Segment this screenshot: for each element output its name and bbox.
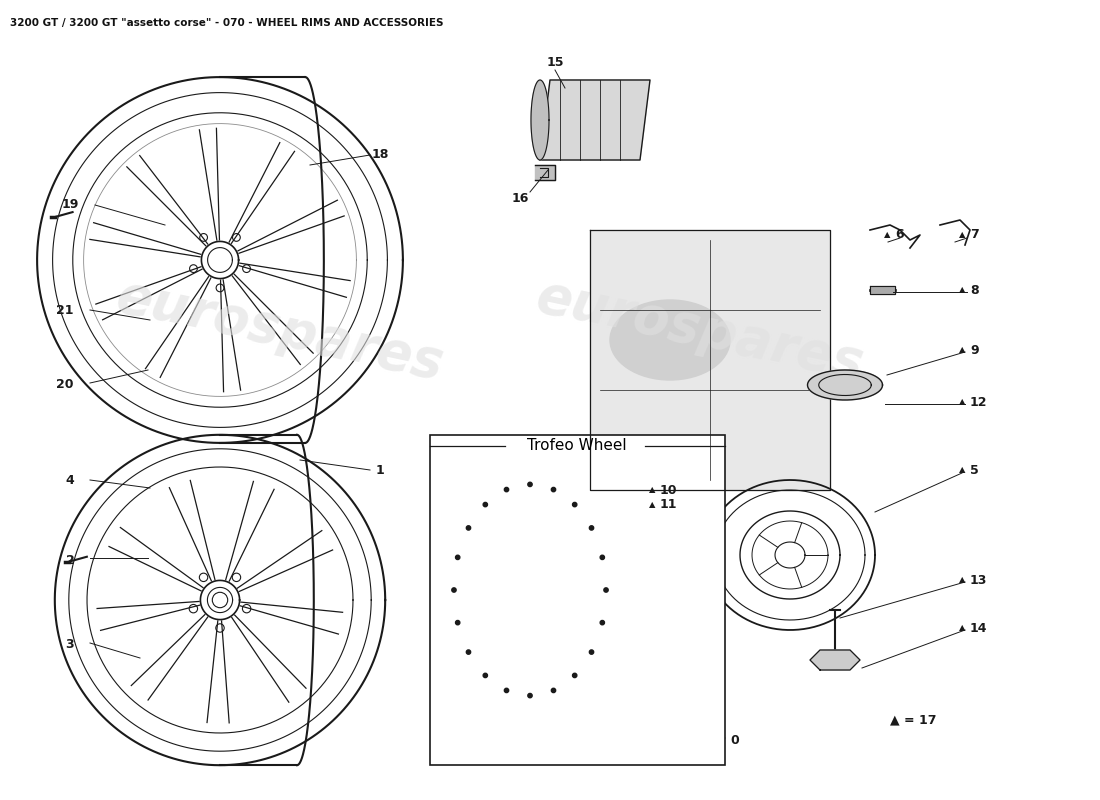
Circle shape bbox=[604, 588, 608, 592]
Text: 6: 6 bbox=[895, 229, 903, 242]
Circle shape bbox=[483, 674, 487, 678]
Text: 3: 3 bbox=[66, 638, 75, 651]
Circle shape bbox=[504, 487, 508, 492]
Polygon shape bbox=[535, 165, 556, 180]
Text: 19: 19 bbox=[62, 198, 79, 211]
Text: ▲: ▲ bbox=[649, 486, 656, 494]
Text: ▲: ▲ bbox=[959, 623, 966, 633]
Bar bbox=[870, 286, 895, 294]
Circle shape bbox=[466, 650, 471, 654]
Text: 20: 20 bbox=[56, 378, 74, 391]
Text: 3200 GT / 3200 GT "assetto corse" - 070 - WHEEL RIMS AND ACCESSORIES: 3200 GT / 3200 GT "assetto corse" - 070 … bbox=[10, 18, 443, 28]
Circle shape bbox=[528, 694, 532, 698]
Text: 2: 2 bbox=[66, 554, 75, 566]
Circle shape bbox=[466, 526, 471, 530]
Polygon shape bbox=[590, 230, 830, 490]
Text: 12: 12 bbox=[970, 395, 988, 409]
Text: ▲: ▲ bbox=[959, 230, 966, 239]
Text: ▲: ▲ bbox=[959, 398, 966, 406]
Text: 16: 16 bbox=[512, 191, 529, 205]
Text: 21: 21 bbox=[56, 303, 74, 317]
Circle shape bbox=[601, 621, 605, 625]
Circle shape bbox=[528, 482, 532, 486]
Text: ▲: ▲ bbox=[959, 466, 966, 474]
Polygon shape bbox=[540, 80, 650, 160]
Ellipse shape bbox=[610, 300, 730, 380]
Circle shape bbox=[590, 526, 594, 530]
Bar bbox=[430, 435, 725, 765]
Text: 10: 10 bbox=[660, 483, 678, 497]
Text: ▲: ▲ bbox=[959, 575, 966, 585]
Text: ▲: ▲ bbox=[649, 501, 656, 510]
Text: ▲ = 17: ▲ = 17 bbox=[890, 714, 936, 726]
Text: 13: 13 bbox=[970, 574, 988, 586]
Circle shape bbox=[572, 502, 576, 506]
Text: ▲: ▲ bbox=[959, 286, 966, 294]
Text: 18: 18 bbox=[372, 149, 388, 162]
Text: 14: 14 bbox=[970, 622, 988, 634]
Text: 8: 8 bbox=[970, 283, 979, 297]
Circle shape bbox=[601, 555, 605, 559]
Text: 0: 0 bbox=[730, 734, 739, 746]
Text: 11: 11 bbox=[660, 498, 678, 511]
Text: ▲: ▲ bbox=[883, 230, 890, 239]
Text: 1: 1 bbox=[375, 463, 384, 477]
Circle shape bbox=[551, 487, 556, 492]
Text: Trofeo Wheel: Trofeo Wheel bbox=[527, 438, 627, 454]
Text: 5: 5 bbox=[970, 463, 979, 477]
Circle shape bbox=[483, 502, 487, 506]
Text: eurospares: eurospares bbox=[531, 270, 869, 390]
Circle shape bbox=[572, 674, 576, 678]
Text: 15: 15 bbox=[547, 55, 563, 69]
Circle shape bbox=[551, 688, 556, 693]
Circle shape bbox=[455, 555, 460, 559]
Polygon shape bbox=[810, 650, 860, 670]
Text: eurospares: eurospares bbox=[111, 270, 449, 390]
Circle shape bbox=[590, 650, 594, 654]
Ellipse shape bbox=[531, 80, 549, 160]
Circle shape bbox=[504, 688, 508, 693]
Circle shape bbox=[455, 621, 460, 625]
Circle shape bbox=[452, 588, 456, 592]
Ellipse shape bbox=[807, 370, 882, 400]
Text: 4: 4 bbox=[66, 474, 75, 486]
Text: 7: 7 bbox=[970, 229, 979, 242]
Text: ▲: ▲ bbox=[959, 346, 966, 354]
Text: 9: 9 bbox=[970, 343, 979, 357]
